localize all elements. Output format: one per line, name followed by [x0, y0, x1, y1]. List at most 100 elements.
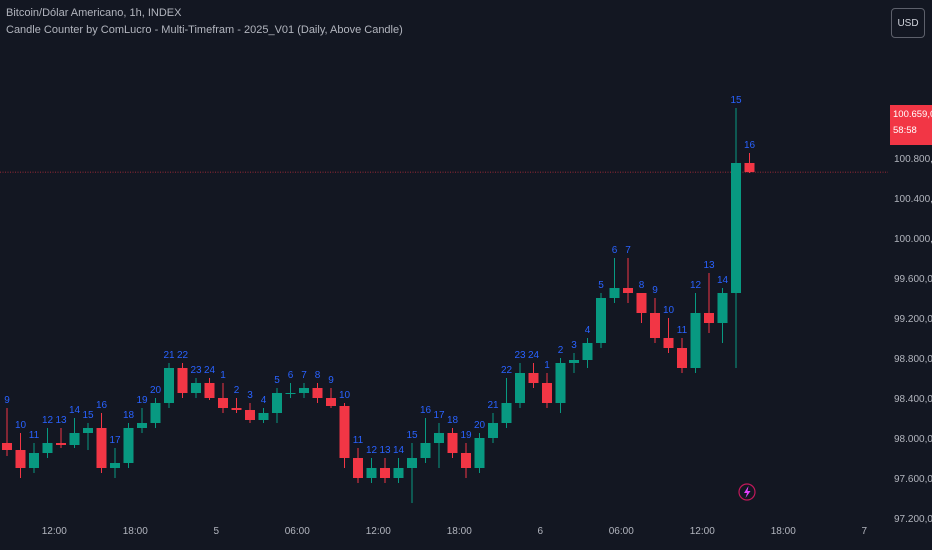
candle: 20	[150, 385, 161, 428]
candle-count-label: 22	[501, 365, 513, 376]
x-tick-label: 6	[537, 526, 543, 537]
candle-body	[488, 423, 498, 438]
candle-body	[312, 388, 323, 398]
candle-body	[191, 383, 201, 393]
candle: 24	[528, 350, 540, 388]
candle: 11	[353, 435, 364, 483]
indicator-title[interactable]: Candle Counter by ComLucro - Multi-Timef…	[6, 24, 403, 36]
y-tick-label: 100.400,00	[894, 194, 932, 205]
candle-body	[69, 433, 80, 445]
candle-count-label: 18	[123, 410, 135, 421]
candle-count-label: 5	[274, 375, 280, 386]
candle-body	[704, 313, 714, 323]
candle-body	[42, 443, 53, 453]
candle-body	[353, 458, 363, 478]
candle: 22	[177, 350, 189, 398]
candle-body	[663, 338, 674, 348]
candle-count-label: 15	[82, 410, 94, 421]
candle-body	[137, 423, 147, 428]
candle-body	[515, 373, 525, 403]
candle-count-label: 18	[447, 415, 459, 426]
lightning-icon[interactable]	[738, 483, 756, 501]
candle-body	[231, 408, 242, 410]
y-tick-label: 97.600,00	[894, 474, 932, 485]
candle-body	[528, 373, 539, 383]
x-tick-label: 7	[861, 526, 867, 537]
candle: 11	[29, 430, 40, 473]
candle-body	[650, 313, 660, 338]
candle-count-label: 9	[328, 375, 334, 386]
x-tick-label: 5	[213, 526, 219, 537]
candle-count-label: 7	[301, 370, 307, 381]
y-axis: 97.200,00 97.600,00 98.000,00 98.400,00 98.8…	[894, 114, 932, 525]
candle-count-label: 15	[730, 95, 742, 106]
candle-body	[177, 368, 188, 393]
candle-body	[636, 293, 647, 313]
y-tick-label: 98.400,00	[894, 394, 932, 405]
candle: 7	[623, 245, 633, 303]
candle: 18	[123, 410, 135, 468]
current-price-label: 100.659,00	[893, 109, 932, 120]
candle-count-label: 13	[703, 260, 715, 271]
candle: 14	[717, 275, 729, 343]
candle: 4	[258, 395, 269, 423]
candle: 9	[650, 285, 660, 343]
candle-count-label: 9	[4, 395, 10, 406]
x-tick-label: 12:00	[42, 526, 67, 537]
candle: 16	[96, 400, 108, 473]
candle-count-label: 14	[393, 445, 405, 456]
candle-body	[447, 433, 458, 453]
candle: 10	[15, 420, 26, 478]
candle-count-label: 2	[234, 385, 240, 396]
candle-body	[29, 453, 39, 468]
candle: 9	[326, 375, 336, 408]
candle: 20	[474, 420, 485, 473]
candle: 4	[582, 325, 593, 368]
candle: 6	[285, 370, 296, 398]
candle-body	[272, 393, 282, 413]
candle-body	[245, 410, 255, 420]
candle-body	[380, 468, 390, 478]
candle-body	[123, 428, 134, 463]
candle-count-label: 21	[163, 350, 175, 361]
candle: 23	[514, 350, 526, 408]
candle: 18	[447, 415, 459, 458]
lightning-icon-bolt	[744, 486, 751, 498]
candle-count-label: 24	[528, 350, 540, 361]
candle-body	[596, 298, 606, 343]
candle-body	[569, 360, 579, 363]
x-tick-label: 18:00	[123, 526, 148, 537]
candle-body	[717, 293, 728, 323]
candle-body	[474, 438, 485, 468]
candle-count-label: 4	[261, 395, 267, 406]
candle-count-label: 23	[514, 350, 526, 361]
candle: 7	[299, 370, 309, 398]
candle-count-label: 14	[69, 405, 81, 416]
candle: 9	[2, 395, 12, 456]
candle-count-label: 22	[177, 350, 189, 361]
candle: 12	[690, 280, 701, 373]
candle-count-label: 6	[288, 370, 294, 381]
candle-count-label: 16	[96, 400, 108, 411]
candle-body	[407, 458, 417, 468]
candle: 13	[379, 445, 391, 483]
candle: 22	[501, 365, 513, 428]
candle: 14	[69, 405, 81, 448]
candle-count-label: 7	[625, 245, 631, 256]
candle: 3	[569, 340, 579, 373]
candle: 17	[433, 410, 445, 468]
candle-count-label: 16	[420, 405, 432, 416]
candle-count-label: 14	[717, 275, 729, 286]
candle-body	[150, 403, 161, 423]
candle-body	[218, 398, 228, 408]
x-tick-label: 06:00	[285, 526, 310, 537]
lightning-icon-ring	[738, 483, 756, 501]
currency-button[interactable]: USD	[891, 8, 925, 38]
candle-body	[677, 348, 687, 368]
x-tick-label: 12:00	[366, 526, 391, 537]
candle-count-label: 19	[136, 395, 148, 406]
candle: 1	[218, 370, 228, 413]
candle-count-label: 8	[639, 280, 645, 291]
candle: 15	[406, 430, 418, 503]
